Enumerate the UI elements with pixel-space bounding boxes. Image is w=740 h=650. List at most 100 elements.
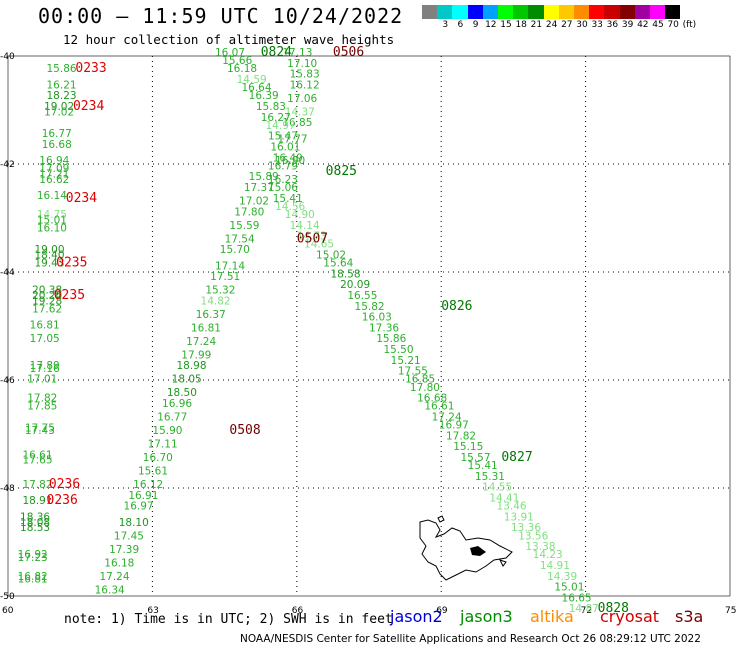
wave-height-value: 16.81: [30, 320, 60, 332]
wave-height-value: 18.58: [330, 268, 360, 280]
color-scale-label: 12: [485, 20, 497, 30]
pass-time-label: 0827: [501, 450, 532, 465]
wave-height-value: 17.43: [25, 425, 55, 437]
wave-height-value: 15.02: [316, 250, 346, 262]
wave-height-value: 19.28: [32, 295, 62, 307]
wave-height-value: 16.92: [18, 549, 48, 561]
color-scale-label: 33: [591, 20, 603, 30]
wave-height-value: 13.38: [525, 541, 555, 553]
wave-height-value: 16.64: [241, 82, 271, 94]
wave-height-value: 17.05: [30, 333, 60, 345]
wave-height-value: 17.06: [287, 93, 317, 105]
wave-height-value: 15.31: [475, 471, 505, 483]
wave-height-value: 14.73: [297, 231, 327, 243]
color-scale-swatch: [558, 5, 574, 19]
wave-height-value: 15.47: [268, 131, 298, 143]
longitude-tick-label: 66: [292, 606, 304, 616]
wave-height-value: 17.89: [30, 360, 60, 372]
wave-height-value: 17.02: [239, 196, 269, 208]
wave-height-value: 16.10: [37, 223, 67, 235]
wave-height-value: 16.14: [37, 190, 67, 202]
wave-height-value: 17.13: [282, 47, 312, 59]
wave-height-value: 16.12: [133, 479, 163, 491]
wave-height-value: 17.36: [369, 322, 399, 334]
wave-height-value: 17.14: [215, 260, 245, 272]
satellite-legend-cryosat: cryosat: [600, 607, 660, 626]
wave-height-value: 16.97: [439, 420, 469, 432]
island-lake: [470, 546, 486, 556]
wave-height-value: 16.55: [347, 290, 377, 302]
wave-height-value: 17.80: [410, 382, 440, 394]
wave-height-value: 19.43: [34, 258, 64, 270]
wave-height-value: 18.05: [172, 374, 202, 386]
islet-outline: [437, 515, 445, 523]
color-scale-swatch: [528, 5, 544, 19]
wave-height-value: 17.24: [432, 412, 462, 424]
wave-height-value: 18.10: [119, 517, 149, 529]
wave-height-value: 16.85: [405, 374, 435, 386]
wave-height-value: 15.01: [554, 582, 584, 594]
wave-height-value: 16.77: [42, 128, 72, 140]
color-scale-label: 15: [500, 20, 512, 30]
latitude-tick-label: -44: [0, 268, 15, 278]
color-scale-swatch: [650, 5, 666, 19]
color-scale-label: 42: [637, 20, 649, 30]
wave-height-value: 16.07: [215, 47, 245, 59]
latitude-tick-label: -46: [0, 376, 15, 386]
wave-height-value: 16.79: [268, 160, 298, 172]
color-scale-swatch: [619, 5, 635, 19]
wave-height-value: 13.56: [518, 530, 548, 542]
wave-height-value: 17.82: [27, 393, 57, 405]
color-scale-swatch: [543, 5, 559, 19]
map-subtitle: 12 hour collection of altimeter wave hei…: [63, 32, 395, 47]
wave-height-value: 14.82: [201, 295, 231, 307]
wave-height-value: 20.38: [32, 285, 62, 297]
wave-height-value: 16.01: [270, 142, 300, 154]
wave-height-value: 17.55: [398, 366, 428, 378]
wave-height-value: 16.81: [191, 322, 221, 334]
wave-height-value: 14.56: [275, 201, 305, 213]
pass-time-label: 0825: [326, 164, 357, 179]
wave-height-value: 16.61: [424, 401, 454, 413]
wave-height-value: 17.16: [30, 363, 60, 375]
wave-height-value: 14.55: [482, 482, 512, 494]
wave-height-value: 15.01: [37, 214, 67, 226]
plot-frame: [7, 55, 731, 597]
wave-height-value: 17.62: [32, 304, 62, 316]
color-scale-swatch: [498, 5, 514, 19]
color-scale-label: 70: [667, 20, 679, 30]
wave-height-value: 17.82: [22, 479, 52, 491]
color-scale-label: 24: [545, 20, 558, 30]
wave-height-value: 16.90: [275, 155, 305, 167]
pass-time-label: 0507: [297, 231, 328, 246]
wave-height-value: 16.70: [143, 452, 173, 464]
color-scale-label: 9: [472, 20, 479, 30]
wave-height-value: 17.24: [99, 571, 129, 583]
longitude-tick-label: 60: [2, 606, 14, 616]
pass-time-label: 0236: [47, 493, 78, 508]
color-scale-swatch: [467, 5, 483, 19]
wave-height-value: 14.41: [489, 493, 519, 505]
color-scale-label: 18: [515, 20, 527, 30]
wave-height-value: 16.68: [417, 393, 447, 405]
wave-height-value: 14.90: [285, 209, 315, 221]
wave-height-value: 15.86: [47, 63, 77, 75]
wave-height-value: 13.36: [511, 522, 541, 534]
wave-height-value: 15.41: [273, 193, 303, 205]
wave-height-value: 16.39: [249, 90, 279, 102]
wave-height-value: 17.75: [25, 422, 55, 434]
wave-height-value: 15.86: [376, 333, 406, 345]
wave-height-value: 16.65: [562, 592, 592, 604]
wave-height-value: 19.00: [34, 244, 64, 256]
wave-height-value: 17.54: [225, 233, 255, 245]
wave-height-value: 20.20: [32, 290, 62, 302]
wave-height-value: 16.82: [18, 571, 48, 583]
wave-height-value: 17.10: [287, 58, 317, 70]
pass-time-label: 0235: [54, 288, 85, 303]
longitude-tick-label: 75: [725, 606, 736, 616]
wave-height-value: 16.94: [39, 155, 69, 167]
wave-height-value: 17.01: [27, 374, 57, 386]
wave-height-value: 18.40: [34, 250, 64, 262]
wave-height-value: 20.09: [340, 279, 370, 291]
wave-height-value: 14.75: [37, 209, 67, 221]
